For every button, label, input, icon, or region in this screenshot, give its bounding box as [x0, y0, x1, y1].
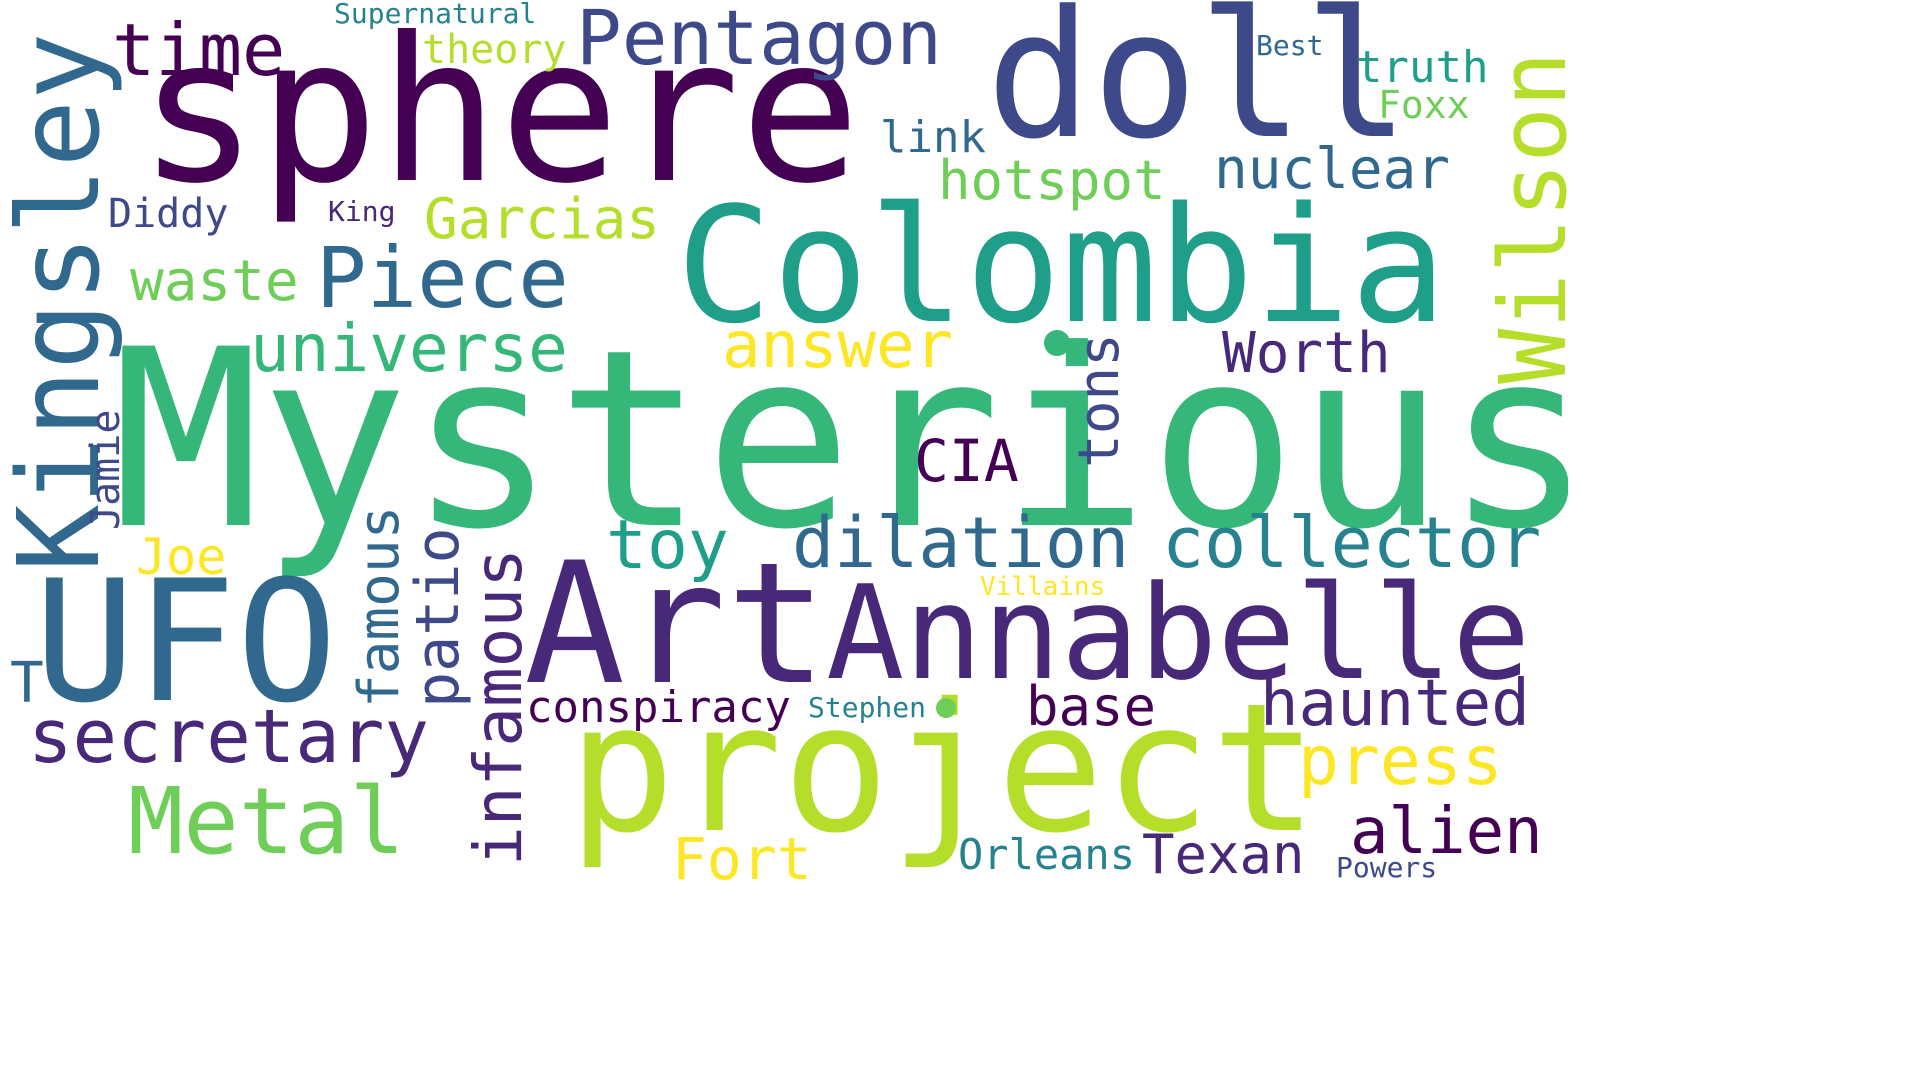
word-haunted: haunted — [1260, 667, 1530, 741]
word-truth: truth — [1356, 42, 1489, 93]
word-diddy: Diddy — [108, 191, 229, 237]
word-theory: theory — [422, 27, 567, 73]
word-powers: Powers — [1336, 851, 1438, 882]
word-joe: Joe — [136, 528, 227, 586]
word-sphere: sphere — [138, 0, 861, 228]
word-annabelle: Annabelle — [826, 557, 1531, 709]
word-famous: famous — [347, 505, 412, 708]
word-link: link — [880, 112, 986, 163]
word-best: Best — [1256, 29, 1324, 62]
word-villains: Villains — [980, 572, 1106, 602]
word-orleans: Orleans — [958, 830, 1136, 879]
word-king: King — [328, 195, 396, 228]
word-metal: Metal — [128, 768, 405, 875]
word-infamous: infamous — [460, 548, 537, 866]
word-jamie: Jamie — [83, 409, 129, 530]
word-cloud: Mysterious sphere Colombia doll project … — [0, 0, 1568, 882]
word-mysterious: Mysterious — [112, 298, 1568, 584]
word-wilson: Wilson — [1480, 51, 1568, 384]
word-garcias: Garcias — [424, 187, 661, 252]
word-time: time — [112, 8, 286, 92]
word-art: Art — [524, 526, 828, 722]
word-waste: waste — [130, 249, 299, 314]
word-pentagon: Pentagon — [576, 0, 943, 82]
word-nuclear: nuclear — [1214, 137, 1451, 202]
word-hotspot: hotspot — [938, 149, 1166, 212]
dot-mark — [1044, 330, 1070, 356]
word-stephen: Stephen — [808, 691, 927, 724]
word-universe: universe — [250, 310, 568, 387]
dot-mark — [936, 698, 956, 718]
word-toy: toy — [606, 506, 729, 585]
word-texan: Texan — [1142, 823, 1305, 882]
word-foxx: Foxx — [1378, 83, 1470, 127]
word-ufo: UFO — [34, 544, 338, 740]
word-patio: patio — [403, 527, 473, 708]
word-colombia: Colombia — [676, 172, 1447, 359]
word-collector: collector — [1162, 502, 1542, 584]
word-press: press — [1298, 722, 1503, 801]
word-fort: Fort — [672, 825, 812, 882]
word-tons: tons — [1067, 333, 1132, 468]
word-dilation: dilation — [792, 502, 1130, 584]
word-base: base — [1026, 675, 1157, 738]
word-cia: CIA — [914, 427, 1019, 495]
word-piece: Piece — [316, 229, 569, 327]
word-supernatural: Supernatural — [334, 0, 537, 30]
word-secretary: secretary — [28, 694, 429, 780]
word-alien: alien — [1350, 795, 1543, 869]
word-worth: Worth — [1222, 321, 1391, 386]
word-conspiracy: conspiracy — [526, 682, 791, 733]
word-answer: answer — [722, 309, 954, 383]
word-t: T — [10, 651, 44, 716]
word-doll: doll — [986, 0, 1410, 178]
